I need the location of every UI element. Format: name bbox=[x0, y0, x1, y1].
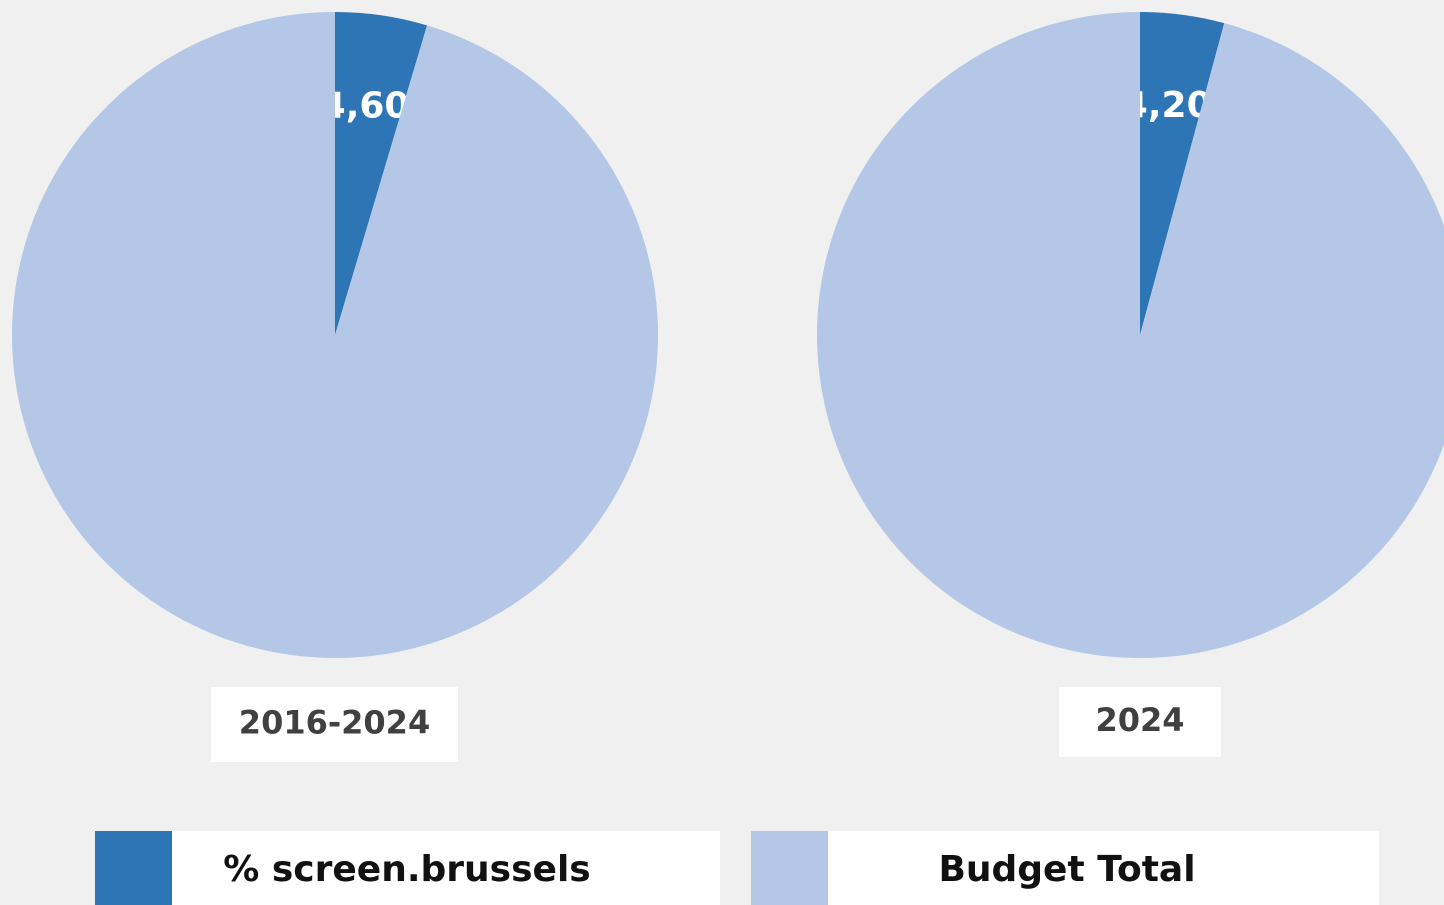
legend-label: Budget Total bbox=[938, 849, 1195, 890]
pie-slice bbox=[335, 12, 428, 335]
legend-box bbox=[172, 831, 720, 905]
pie-title: 2024 bbox=[1095, 701, 1184, 739]
pie-slice bbox=[1140, 12, 1225, 335]
legend-swatch bbox=[751, 831, 828, 905]
pie-slice bbox=[817, 12, 1444, 658]
pie-title: 2016-2024 bbox=[239, 704, 430, 742]
legend-swatch bbox=[95, 831, 172, 905]
legend-label: % screen.brussels bbox=[223, 849, 590, 890]
legend-box bbox=[828, 831, 1379, 905]
pie-title-box bbox=[1059, 687, 1221, 757]
pie-title-box bbox=[211, 687, 458, 762]
pie-slice bbox=[11, 12, 658, 658]
